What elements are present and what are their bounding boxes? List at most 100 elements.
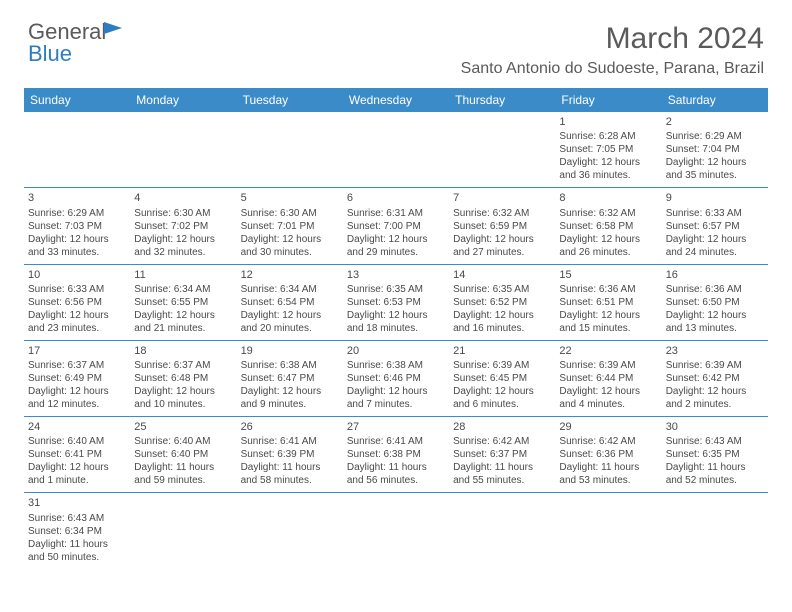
sunset-text: Sunset: 6:47 PM xyxy=(241,372,339,385)
sunset-text: Sunset: 6:35 PM xyxy=(666,448,764,461)
sunrise-text: Sunrise: 6:40 AM xyxy=(134,435,232,448)
calendar-cell xyxy=(343,112,449,188)
sunset-text: Sunset: 7:01 PM xyxy=(241,220,339,233)
day-number: 16 xyxy=(666,268,764,282)
sunrise-text: Sunrise: 6:35 AM xyxy=(347,283,445,296)
calendar-cell: 1Sunrise: 6:28 AMSunset: 7:05 PMDaylight… xyxy=(555,112,661,188)
daylight-text: Daylight: 12 hours and 6 minutes. xyxy=(453,385,551,411)
daylight-text: Daylight: 12 hours and 10 minutes. xyxy=(134,385,232,411)
daylight-text: Daylight: 12 hours and 20 minutes. xyxy=(241,309,339,335)
day-number: 8 xyxy=(559,191,657,205)
daylight-text: Daylight: 12 hours and 26 minutes. xyxy=(559,233,657,259)
sunrise-text: Sunrise: 6:39 AM xyxy=(666,359,764,372)
day-number: 5 xyxy=(241,191,339,205)
sunset-text: Sunset: 6:53 PM xyxy=(347,296,445,309)
calendar-cell: 16Sunrise: 6:36 AMSunset: 6:50 PMDayligh… xyxy=(662,264,768,340)
calendar-cell: 2Sunrise: 6:29 AMSunset: 7:04 PMDaylight… xyxy=(662,112,768,188)
calendar-cell: 20Sunrise: 6:38 AMSunset: 6:46 PMDayligh… xyxy=(343,340,449,416)
day-number: 2 xyxy=(666,115,764,129)
weekday-header-row: Sunday Monday Tuesday Wednesday Thursday… xyxy=(24,88,768,112)
calendar-cell: 19Sunrise: 6:38 AMSunset: 6:47 PMDayligh… xyxy=(237,340,343,416)
sunset-text: Sunset: 6:55 PM xyxy=(134,296,232,309)
sunset-text: Sunset: 6:57 PM xyxy=(666,220,764,233)
sunset-text: Sunset: 6:41 PM xyxy=(28,448,126,461)
day-number: 23 xyxy=(666,344,764,358)
sunset-text: Sunset: 6:42 PM xyxy=(666,372,764,385)
title-block: March 2024 Santo Antonio do Sudoeste, Pa… xyxy=(461,22,764,78)
day-number: 28 xyxy=(453,420,551,434)
calendar-cell xyxy=(237,112,343,188)
sunrise-text: Sunrise: 6:28 AM xyxy=(559,130,657,143)
daylight-text: Daylight: 12 hours and 12 minutes. xyxy=(28,385,126,411)
daylight-text: Daylight: 12 hours and 2 minutes. xyxy=(666,385,764,411)
daylight-text: Daylight: 12 hours and 36 minutes. xyxy=(559,156,657,182)
sunset-text: Sunset: 6:45 PM xyxy=(453,372,551,385)
sunset-text: Sunset: 6:34 PM xyxy=(28,525,126,538)
sunset-text: Sunset: 6:59 PM xyxy=(453,220,551,233)
daylight-text: Daylight: 12 hours and 18 minutes. xyxy=(347,309,445,335)
calendar-cell: 25Sunrise: 6:40 AMSunset: 6:40 PMDayligh… xyxy=(130,417,236,493)
sunrise-text: Sunrise: 6:42 AM xyxy=(453,435,551,448)
day-number: 9 xyxy=(666,191,764,205)
calendar-cell xyxy=(130,112,236,188)
day-number: 10 xyxy=(28,268,126,282)
calendar-cell: 8 Sunrise: 6:32 AMSunset: 6:58 PMDaylight… xyxy=(555,188,661,264)
weekday-header: Friday xyxy=(555,88,661,112)
sunrise-text: Sunrise: 6:35 AM xyxy=(453,283,551,296)
calendar-cell xyxy=(237,493,343,569)
calendar-cell: 30Sunrise: 6:43 AMSunset: 6:35 PMDayligh… xyxy=(662,417,768,493)
day-number: 15 xyxy=(559,268,657,282)
calendar-cell: 13Sunrise: 6:35 AMSunset: 6:53 PMDayligh… xyxy=(343,264,449,340)
sunrise-text: Sunrise: 6:29 AM xyxy=(666,130,764,143)
sunrise-text: Sunrise: 6:30 AM xyxy=(134,207,232,220)
calendar-cell: 27Sunrise: 6:41 AMSunset: 6:38 PMDayligh… xyxy=(343,417,449,493)
daylight-text: Daylight: 12 hours and 21 minutes. xyxy=(134,309,232,335)
daylight-text: Daylight: 12 hours and 23 minutes. xyxy=(28,309,126,335)
day-number: 27 xyxy=(347,420,445,434)
day-number: 12 xyxy=(241,268,339,282)
sunrise-text: Sunrise: 6:42 AM xyxy=(559,435,657,448)
calendar-cell: 6Sunrise: 6:31 AMSunset: 7:00 PMDaylight… xyxy=(343,188,449,264)
daylight-text: Daylight: 12 hours and 29 minutes. xyxy=(347,233,445,259)
calendar-cell: 21Sunrise: 6:39 AMSunset: 6:45 PMDayligh… xyxy=(449,340,555,416)
sunset-text: Sunset: 7:04 PM xyxy=(666,143,764,156)
sunrise-text: Sunrise: 6:38 AM xyxy=(241,359,339,372)
sunset-text: Sunset: 6:38 PM xyxy=(347,448,445,461)
sunrise-text: Sunrise: 6:34 AM xyxy=(241,283,339,296)
daylight-text: Daylight: 11 hours and 52 minutes. xyxy=(666,461,764,487)
calendar-cell: 4Sunrise: 6:30 AMSunset: 7:02 PMDaylight… xyxy=(130,188,236,264)
daylight-text: Daylight: 12 hours and 15 minutes. xyxy=(559,309,657,335)
day-number: 30 xyxy=(666,420,764,434)
sunset-text: Sunset: 6:51 PM xyxy=(559,296,657,309)
sunrise-text: Sunrise: 6:32 AM xyxy=(559,207,657,220)
sunrise-text: Sunrise: 6:43 AM xyxy=(28,512,126,525)
sunrise-text: Sunrise: 6:36 AM xyxy=(666,283,764,296)
day-number: 4 xyxy=(134,191,232,205)
calendar-row: 31Sunrise: 6:43 AMSunset: 6:34 PMDayligh… xyxy=(24,493,768,569)
brand-logo: General Blue xyxy=(28,22,122,66)
calendar-cell xyxy=(449,493,555,569)
sunset-text: Sunset: 6:36 PM xyxy=(559,448,657,461)
daylight-text: Daylight: 12 hours and 32 minutes. xyxy=(134,233,232,259)
day-number: 11 xyxy=(134,268,232,282)
daylight-text: Daylight: 12 hours and 30 minutes. xyxy=(241,233,339,259)
calendar-cell: 17Sunrise: 6:37 AMSunset: 6:49 PMDayligh… xyxy=(24,340,130,416)
calendar-cell: 14Sunrise: 6:35 AMSunset: 6:52 PMDayligh… xyxy=(449,264,555,340)
day-number: 19 xyxy=(241,344,339,358)
flag-icon xyxy=(104,22,122,34)
sunset-text: Sunset: 6:50 PM xyxy=(666,296,764,309)
weekday-header: Thursday xyxy=(449,88,555,112)
sunrise-text: Sunrise: 6:36 AM xyxy=(559,283,657,296)
sunrise-text: Sunrise: 6:43 AM xyxy=(666,435,764,448)
weekday-header: Saturday xyxy=(662,88,768,112)
sunset-text: Sunset: 6:58 PM xyxy=(559,220,657,233)
calendar-table: Sunday Monday Tuesday Wednesday Thursday… xyxy=(24,88,768,569)
calendar-row: 1Sunrise: 6:28 AMSunset: 7:05 PMDaylight… xyxy=(24,112,768,188)
sunrise-text: Sunrise: 6:41 AM xyxy=(241,435,339,448)
calendar-cell: 31Sunrise: 6:43 AMSunset: 6:34 PMDayligh… xyxy=(24,493,130,569)
calendar-cell xyxy=(449,112,555,188)
calendar-row: 10Sunrise: 6:33 AMSunset: 6:56 PMDayligh… xyxy=(24,264,768,340)
sunrise-text: Sunrise: 6:39 AM xyxy=(559,359,657,372)
daylight-text: Daylight: 12 hours and 7 minutes. xyxy=(347,385,445,411)
sunset-text: Sunset: 6:44 PM xyxy=(559,372,657,385)
